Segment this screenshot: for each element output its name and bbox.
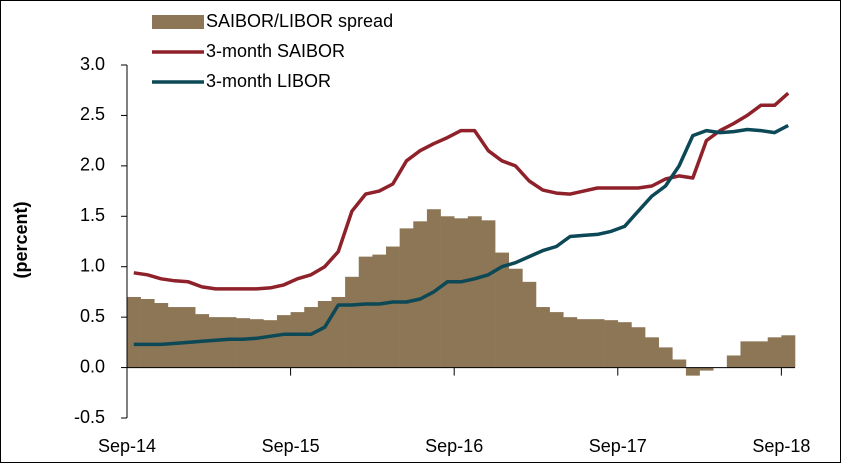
- bar: [685, 367, 700, 376]
- bar: [563, 317, 578, 368]
- bar: [413, 221, 428, 368]
- bar: [535, 307, 550, 368]
- bar: [372, 254, 387, 368]
- y-tick-label: -0.5: [74, 407, 105, 427]
- y-tick-label: 1.5: [80, 205, 105, 225]
- bar: [140, 298, 155, 368]
- y-tick-label: 2.0: [80, 155, 105, 175]
- line: [133, 91, 790, 291]
- bar: [754, 341, 769, 368]
- bar: [467, 216, 482, 368]
- bar: [426, 209, 441, 368]
- line: [133, 123, 790, 347]
- bar: [304, 307, 319, 368]
- bar: [181, 307, 196, 368]
- legend-swatch: [152, 15, 204, 29]
- bar: [522, 281, 537, 368]
- y-tick-label: 2.5: [80, 104, 105, 124]
- y-axis-label: (percent): [11, 201, 31, 278]
- bar: [590, 319, 605, 368]
- bar: [399, 228, 414, 368]
- bar: [658, 347, 673, 368]
- bar: [508, 268, 523, 368]
- bar: [127, 296, 141, 368]
- bar: [631, 327, 646, 368]
- bar: [290, 312, 305, 368]
- x-tick-label: Sep-14: [98, 436, 156, 456]
- y-tick-label: 0.0: [80, 356, 105, 376]
- bar: [767, 337, 782, 368]
- legend-label: SAIBOR/LIBOR spread: [206, 11, 393, 31]
- x-tick-label: Sep-17: [589, 436, 647, 456]
- bar: [249, 319, 264, 368]
- bar: [236, 318, 250, 368]
- bar: [167, 307, 182, 368]
- bar: [481, 220, 496, 368]
- bar: [672, 359, 687, 368]
- bar: [208, 317, 223, 368]
- bar: [576, 319, 591, 368]
- bar: [154, 303, 169, 368]
- legend-label: 3-month LIBOR: [206, 71, 331, 91]
- bar: [317, 301, 332, 368]
- bar: [617, 322, 632, 368]
- bar: [331, 296, 346, 368]
- y-tick-label: 3.0: [80, 54, 105, 74]
- bar: [549, 312, 564, 368]
- bar: [781, 335, 796, 368]
- bar: [440, 216, 455, 368]
- bar: [345, 276, 360, 368]
- bar: [222, 317, 237, 368]
- bar: [645, 337, 659, 368]
- bar: [263, 320, 278, 368]
- x-tick-label: Sep-16: [425, 436, 483, 456]
- bar: [604, 320, 619, 368]
- bar: [358, 256, 373, 368]
- bar: [276, 315, 291, 368]
- bar: [726, 355, 741, 368]
- bar: [740, 341, 755, 368]
- bar: [454, 218, 469, 368]
- x-tick-label: Sep-15: [262, 436, 320, 456]
- bar: [386, 246, 400, 368]
- bar: [699, 367, 714, 371]
- x-tick-label: Sep-18: [752, 436, 810, 456]
- y-tick-label: 1.0: [80, 255, 105, 275]
- bar: [495, 252, 510, 368]
- legend-label: 3-month SAIBOR: [206, 41, 345, 61]
- y-tick-label: 0.5: [80, 306, 105, 326]
